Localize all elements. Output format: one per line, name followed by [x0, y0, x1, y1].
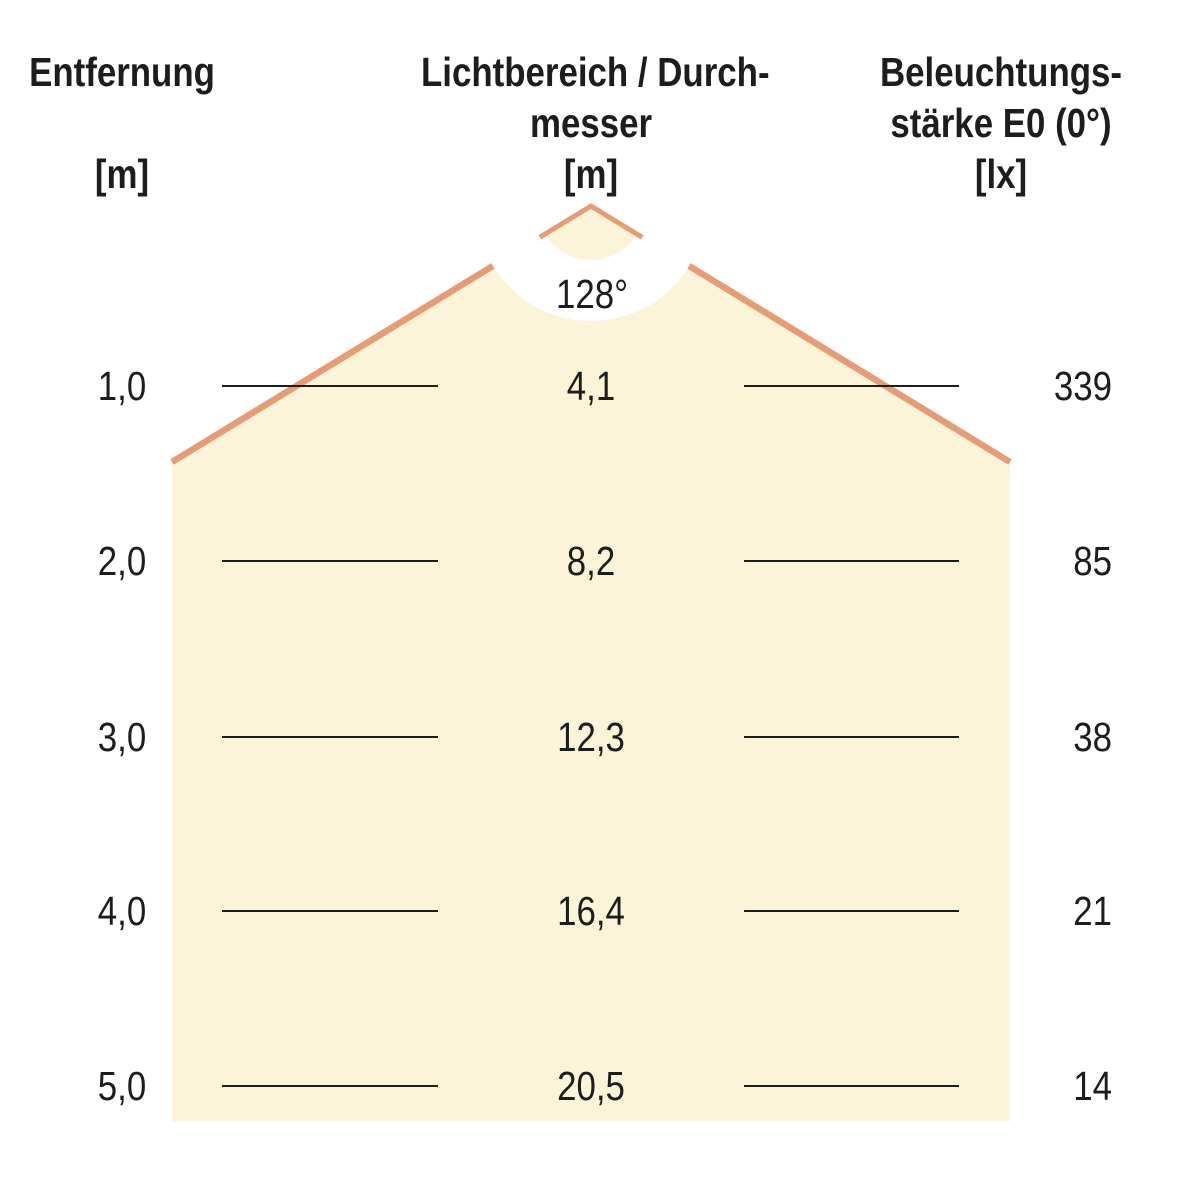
column-header-illuminance-unit: [lx] — [974, 151, 1028, 197]
column-header-illuminance-title-2: stärke E0 (0°) — [890, 100, 1112, 146]
row-4-illuminance-value: 21 — [1073, 888, 1112, 934]
column-header-diameter-title-1: Lichtbereich / Durch- — [421, 49, 770, 95]
row-4-diameter-value: 16,4 — [557, 888, 625, 934]
row-3-diameter-value: 12,3 — [557, 714, 625, 760]
beam-angle-wedge-edges — [538, 203, 644, 240]
row-4-distance-value: 4,0 — [97, 888, 147, 934]
beam-angle-label: 128° — [555, 271, 629, 317]
column-header-distance-unit: [m] — [94, 151, 150, 197]
column-header-diameter-unit: [m] — [563, 151, 619, 197]
row-1-distance-value: 1,0 — [97, 363, 147, 409]
column-header-distance-title: Entfernung — [29, 49, 215, 95]
column-header-illuminance-title-1: Beleuchtungs- — [879, 49, 1123, 95]
row-2-illuminance-value: 85 — [1073, 538, 1112, 584]
column-header-diameter-title-2: messer — [529, 100, 653, 146]
row-2-distance-value: 2,0 — [97, 538, 147, 584]
beam-angle-wedge — [544, 206, 638, 261]
row-5-illuminance-value: 14 — [1073, 1063, 1112, 1109]
cone-body-shape — [172, 206, 1010, 1121]
row-3-illuminance-value: 38 — [1073, 714, 1112, 760]
row-1-diameter-value: 4,1 — [566, 363, 616, 409]
row-3-distance-value: 3,0 — [97, 714, 147, 760]
row-1-illuminance-value: 339 — [1053, 363, 1112, 409]
row-5-distance-value: 5,0 — [97, 1063, 147, 1109]
row-5-diameter-value: 20,5 — [557, 1063, 625, 1109]
row-2-diameter-value: 8,2 — [566, 538, 616, 584]
